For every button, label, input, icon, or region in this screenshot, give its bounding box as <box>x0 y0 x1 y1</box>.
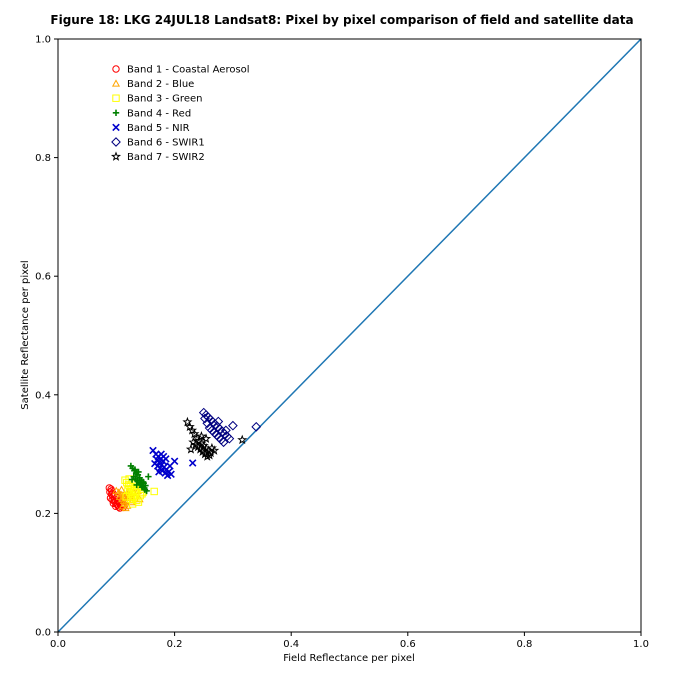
legend-marker-band-2 <box>111 79 121 87</box>
point-band-7-2 <box>184 421 195 432</box>
legend-entry-band-2: Band 2 - Blue <box>111 79 194 90</box>
y-axis-label: Satellite Reflectance per pixel <box>20 260 31 409</box>
y-tick-label: 1.0 <box>35 35 51 46</box>
legend-entry-band-4: Band 4 - Red <box>112 108 191 119</box>
point-band-3-22 <box>150 487 158 496</box>
point-band-5-18 <box>163 471 172 480</box>
legend-entry-band-1: Band 1 - Coastal Aerosol <box>112 65 250 76</box>
legend-marker-band-1 <box>112 65 120 73</box>
point-band-5-20 <box>188 459 197 467</box>
point-band-4-13 <box>128 476 136 483</box>
legend-marker-band-7 <box>110 151 122 161</box>
point-band-7-3 <box>187 425 198 435</box>
legend-marker-band-4 <box>112 109 120 116</box>
x-tick-label: 0.0 <box>50 639 66 650</box>
point-band-2-18 <box>118 502 127 510</box>
point-band-2-19 <box>121 503 130 512</box>
x-tick-label: 0.4 <box>283 639 299 650</box>
point-band-7-4 <box>189 428 200 439</box>
point-band-3-18 <box>127 495 135 503</box>
one-to-one-line <box>57 38 642 633</box>
chart-title: Figure 18: LKG 24JUL18 Landsat8: Pixel b… <box>50 13 633 27</box>
legend-entry-band-6: Band 6 - SWIR1 <box>111 137 205 149</box>
point-band-7-22 <box>237 434 248 445</box>
point-band-4-18 <box>143 487 150 495</box>
legend-marker-band-6 <box>111 137 121 147</box>
point-band-6-18 <box>218 437 229 448</box>
x-tick-label: 1.0 <box>633 639 649 650</box>
point-band-3-16 <box>138 490 146 498</box>
axes: 0.0 0.2 0.4 0.6 0.8 1.0 0.0 0.2 0.4 0.6 0.8 1.0 <box>35 35 649 651</box>
series-band-6 <box>198 407 262 448</box>
point-band-7-24 <box>196 431 207 441</box>
point-band-6-25 <box>200 413 210 424</box>
data-points <box>105 407 262 512</box>
point-band-2-13 <box>117 485 126 493</box>
series-band-4 <box>127 462 152 495</box>
point-band-7-11 <box>205 447 216 458</box>
legend-entry-band-5: Band 5 - NIR <box>112 123 190 134</box>
point-band-7-1 <box>182 416 193 427</box>
y-tick-label: 0.2 <box>35 509 51 520</box>
legend-label: Band 2 - Blue <box>127 79 194 90</box>
legend: Band 1 - Coastal Aerosol Band 2 - Blue Ban… <box>110 65 250 163</box>
point-band-6-24 <box>224 433 235 444</box>
point-band-7-19 <box>190 439 201 449</box>
series-band-7 <box>182 416 248 461</box>
point-band-4-22 <box>138 484 146 491</box>
y-tick-label: 0.8 <box>35 153 51 164</box>
point-band-5-23 <box>157 450 165 458</box>
legend-entry-band-3: Band 3 - Green <box>112 94 202 105</box>
x-tick-label: 0.8 <box>516 639 532 650</box>
point-band-5-25 <box>166 462 174 470</box>
reference-line-layer <box>57 38 642 633</box>
point-band-4-20 <box>135 468 142 476</box>
legend-marker-band-5 <box>112 123 120 132</box>
point-band-4-25 <box>140 479 147 487</box>
point-band-3-17 <box>122 493 130 501</box>
legend-label: Band 4 - Red <box>127 108 191 119</box>
point-band-6-19 <box>228 420 238 431</box>
x-tick-label: 0.2 <box>167 639 183 650</box>
legend-entry-band-7: Band 7 - SWIR2 <box>110 151 205 163</box>
point-band-7-25 <box>201 433 212 443</box>
y-tick-label: 0.0 <box>35 628 51 639</box>
legend-label: Band 5 - NIR <box>127 123 190 134</box>
point-band-4-21 <box>133 481 140 489</box>
legend-label: Band 7 - SWIR2 <box>127 152 205 163</box>
point-band-3-23 <box>128 500 137 508</box>
point-band-6-20 <box>251 421 262 432</box>
point-band-4-19 <box>145 473 152 480</box>
plot-frame <box>57 38 642 633</box>
y-tick-label: 0.6 <box>35 272 51 283</box>
x-axis-label: Field Reflectance per pixel <box>283 653 415 664</box>
point-band-6-22 <box>221 425 231 436</box>
series-band-5 <box>149 446 197 480</box>
point-band-6-21 <box>213 416 224 427</box>
legend-label: Band 6 - SWIR1 <box>127 138 205 149</box>
legend-marker-band-3 <box>112 94 120 102</box>
x-tick-label: 0.6 <box>400 639 416 650</box>
point-band-4-23 <box>131 466 139 473</box>
point-band-7-21 <box>209 445 220 455</box>
legend-label: Band 3 - Green <box>127 94 202 105</box>
legend-label: Band 1 - Coastal Aerosol <box>127 65 250 76</box>
point-band-7-17 <box>204 450 215 460</box>
y-tick-label: 0.4 <box>35 390 51 401</box>
point-band-7-23 <box>185 444 196 454</box>
point-band-5-24 <box>155 468 163 476</box>
